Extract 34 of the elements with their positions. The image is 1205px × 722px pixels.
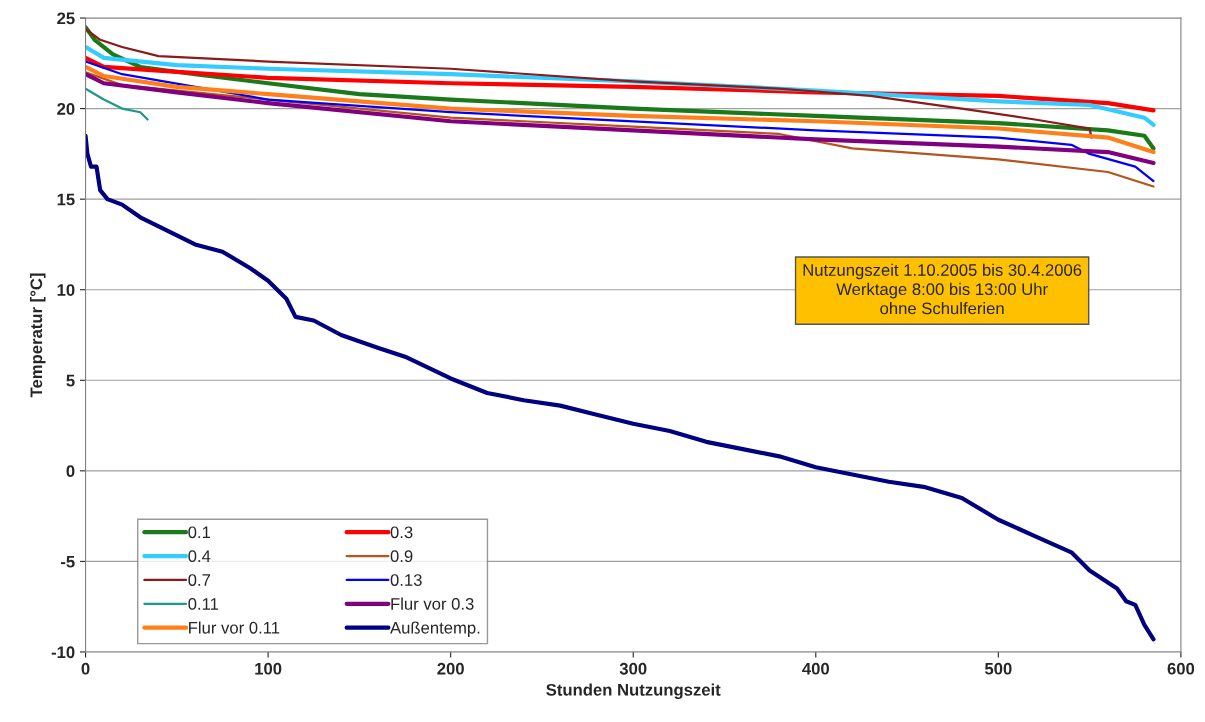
line-series	[85, 25, 1156, 151]
line-series	[85, 72, 1156, 166]
legend-label: 0.11	[188, 598, 219, 610]
x-tick-label: 600	[1167, 662, 1195, 675]
x-tick-label: 0	[81, 662, 90, 675]
x-tick-label: 200	[437, 662, 464, 675]
legend-label: 0.3	[390, 526, 413, 539]
legend-label: Flur vor 0.11	[189, 621, 280, 634]
y-tick-label: 0	[66, 465, 75, 478]
y-tick-label: 20	[57, 103, 75, 115]
y-tick-label: 5	[66, 374, 75, 387]
line-series	[85, 27, 1093, 139]
y-tick-label: 10	[57, 284, 75, 296]
x-tick-label: 500	[984, 662, 1012, 675]
y-tick-label: -5	[60, 555, 75, 568]
x-axis-title: Stunden Nutzungszeit	[546, 683, 721, 700]
legend-label: 0.1	[188, 526, 211, 539]
line-series	[85, 87, 149, 121]
y-tick-label: -10	[51, 646, 75, 659]
y-tick-label: 25	[57, 12, 75, 25]
x-tick-label: 400	[802, 662, 830, 675]
line-series	[85, 64, 1156, 155]
x-tick-label: 300	[619, 662, 647, 675]
annotation: Nutzungszeit 1.10.2005 bis 30.4.2006 Werktage 8:00 bis 13:00 Uhr ohne Schulferien	[803, 263, 1082, 315]
legend-label: Außentemp.	[390, 621, 480, 637]
legend-label: 0.13	[390, 574, 422, 586]
legend-label: 0.7	[188, 574, 211, 586]
y-tick-label: 15	[57, 193, 75, 206]
line-series	[85, 133, 1156, 642]
legend-label: 0.4	[188, 550, 211, 563]
legend-label: Flur vor 0.3	[391, 597, 474, 610]
legend-label: 0.9	[390, 550, 413, 563]
x-tick-label: 100	[255, 662, 282, 675]
y-axis-title: Temperatur [°C]	[29, 273, 46, 398]
